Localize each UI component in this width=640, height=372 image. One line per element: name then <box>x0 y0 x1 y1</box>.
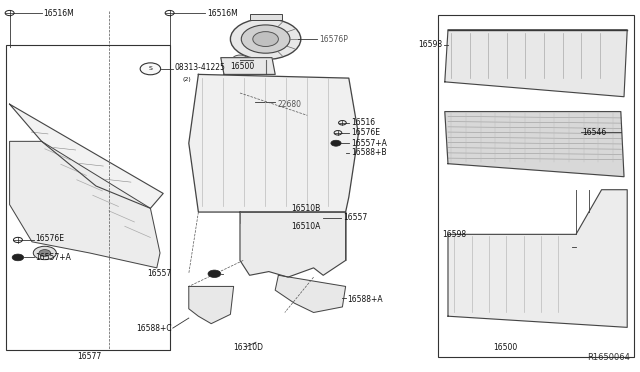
Text: 16588+B: 16588+B <box>351 148 386 157</box>
Text: 16576P: 16576P <box>319 35 348 44</box>
Text: 16576E: 16576E <box>35 234 64 243</box>
Text: 16588+A: 16588+A <box>347 295 383 304</box>
Circle shape <box>241 25 290 53</box>
Circle shape <box>331 140 341 146</box>
Text: S: S <box>148 66 152 71</box>
Polygon shape <box>221 58 275 74</box>
Bar <box>250 14 282 20</box>
Text: 16516M: 16516M <box>44 9 74 17</box>
Text: 16557+A: 16557+A <box>351 139 387 148</box>
Polygon shape <box>445 112 624 177</box>
Text: 16516: 16516 <box>351 118 375 127</box>
Text: R1650064: R1650064 <box>588 353 630 362</box>
Polygon shape <box>240 212 346 277</box>
Circle shape <box>255 223 268 231</box>
Polygon shape <box>10 141 160 268</box>
Bar <box>10 156 35 179</box>
Text: 16510B: 16510B <box>291 204 321 213</box>
Polygon shape <box>445 30 627 97</box>
Text: 16576E: 16576E <box>351 128 380 137</box>
Polygon shape <box>10 104 163 208</box>
Polygon shape <box>189 286 234 324</box>
Text: 16577: 16577 <box>77 352 102 361</box>
Text: 16500: 16500 <box>493 343 518 352</box>
Text: 16557+A: 16557+A <box>35 253 71 262</box>
Text: 16546: 16546 <box>582 128 607 137</box>
Text: 16510A: 16510A <box>291 222 321 231</box>
Text: 16557: 16557 <box>343 213 367 222</box>
Bar <box>10 175 35 186</box>
Text: 22680: 22680 <box>277 100 301 109</box>
Circle shape <box>253 32 278 46</box>
Circle shape <box>208 270 221 278</box>
Polygon shape <box>275 275 346 312</box>
Circle shape <box>232 55 248 64</box>
Text: 16598: 16598 <box>418 40 442 49</box>
Text: 08313-41225: 08313-41225 <box>175 63 225 72</box>
Text: 16310D: 16310D <box>234 343 264 352</box>
Bar <box>6 45 170 350</box>
Text: 16598: 16598 <box>442 230 467 239</box>
Polygon shape <box>189 74 358 212</box>
Text: 16500: 16500 <box>230 62 255 71</box>
Text: 16557: 16557 <box>147 269 172 278</box>
Bar <box>438 15 634 357</box>
Text: 16588+C: 16588+C <box>136 324 172 333</box>
Text: (2): (2) <box>182 77 191 83</box>
Polygon shape <box>448 190 627 327</box>
Circle shape <box>33 246 56 260</box>
Circle shape <box>12 254 24 261</box>
Text: 16516M: 16516M <box>207 9 237 17</box>
Circle shape <box>39 250 51 256</box>
Circle shape <box>230 19 301 60</box>
Circle shape <box>140 63 161 75</box>
Circle shape <box>260 212 278 223</box>
